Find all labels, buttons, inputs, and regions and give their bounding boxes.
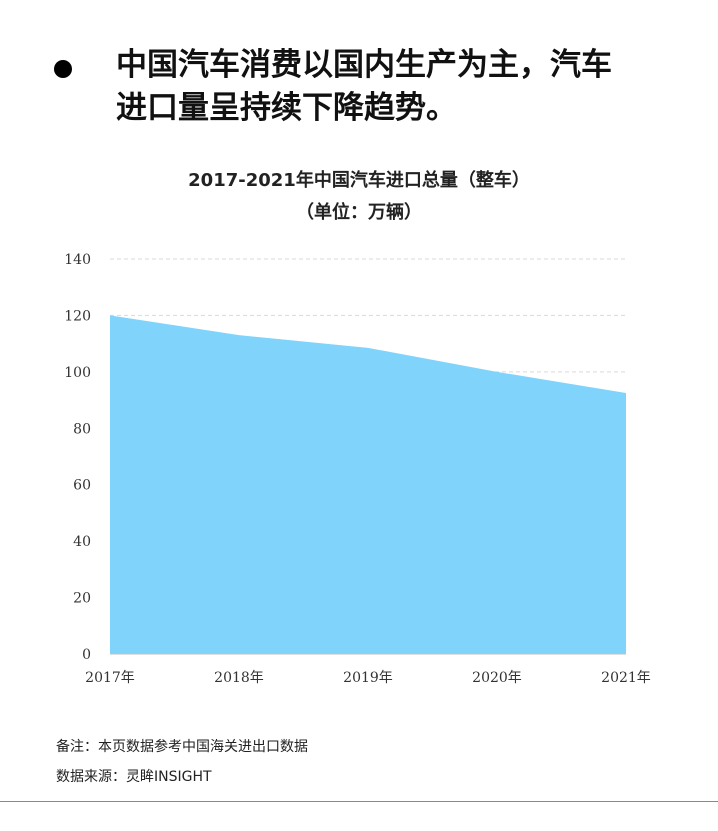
y-tick-label: 120 xyxy=(64,308,91,324)
y-tick-label: 20 xyxy=(73,591,91,607)
x-tick-label: 2019年 xyxy=(343,670,393,686)
headline-line-2: 进口量呈持续下降趋势。 xyxy=(116,90,457,126)
x-tick-label: 2021年 xyxy=(601,670,651,686)
data-source: 数据来源：灵眸INSIGHT xyxy=(56,769,212,785)
y-tick-label: 140 xyxy=(64,252,91,268)
x-tick-label: 2018年 xyxy=(214,670,264,686)
x-tick-label: 2017年 xyxy=(85,670,135,686)
footnote: 备注：本页数据参考中国海关进出口数据 xyxy=(56,739,308,755)
chart-subtitle: （单位：万辆） xyxy=(296,202,422,223)
bottom-divider xyxy=(0,801,718,802)
y-tick-label: 40 xyxy=(73,534,91,550)
y-tick-label: 0 xyxy=(82,647,91,663)
headline-line-1: 中国汽车消费以国内生产为主，汽车 xyxy=(116,47,612,83)
y-tick-label: 100 xyxy=(64,365,91,381)
area-chart: 0 20 40 60 80 100 120 140 2017年 2018年 2019年 2020年 20… xyxy=(64,252,651,686)
y-tick-label: 80 xyxy=(73,421,91,437)
headline: 中国汽车消费以国内生产为主，汽车 进口量呈持续下降趋势。 xyxy=(116,44,676,130)
y-tick-label: 60 xyxy=(73,478,91,494)
chart-title: 2017-2021年中国汽车进口总量（整车） xyxy=(188,170,530,191)
area-series xyxy=(110,315,626,654)
bullet-icon xyxy=(54,60,72,78)
x-tick-label: 2020年 xyxy=(472,670,522,686)
